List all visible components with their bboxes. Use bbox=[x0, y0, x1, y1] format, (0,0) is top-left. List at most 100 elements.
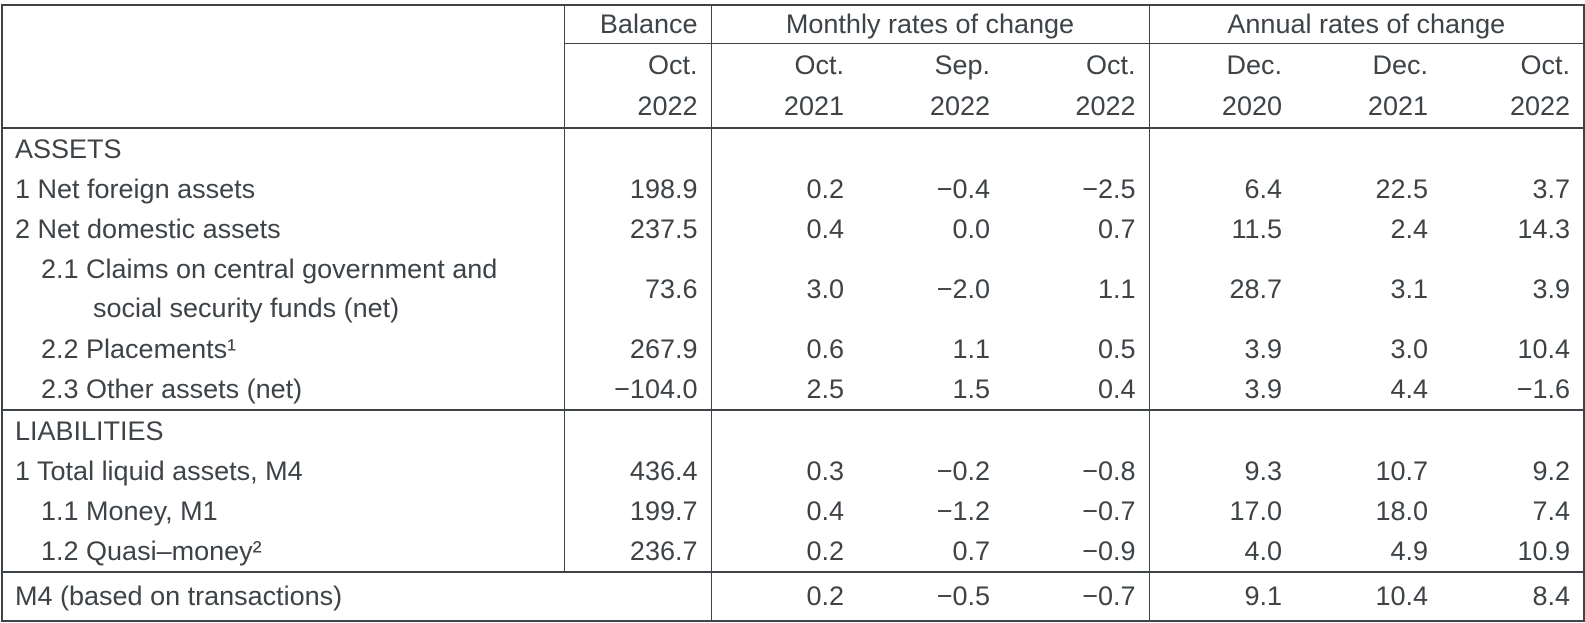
table-row-net-domestic-assets: 2 Net domestic assets 237.5 0.4 0.0 0.7 … bbox=[2, 209, 1584, 249]
row-label: 2.2 Placements¹ bbox=[2, 329, 565, 369]
row-label: 1.2 Quasi–money² bbox=[2, 531, 565, 572]
annual-value: 9.2 bbox=[1532, 455, 1571, 486]
annual-value: 9.1 bbox=[1244, 581, 1282, 611]
balance-value: 236.7 bbox=[564, 531, 712, 572]
annual-value: 28.7 bbox=[1229, 273, 1282, 304]
monthly-value: −0.2 bbox=[936, 455, 990, 486]
annual-value: 14.3 bbox=[1517, 213, 1571, 244]
empty-cell bbox=[711, 410, 857, 451]
annual-year-2: 2021 bbox=[1367, 90, 1428, 121]
monthly-value: 0.7 bbox=[952, 535, 990, 566]
monthly-value: 0.2 bbox=[806, 535, 844, 566]
annual-month-1: Dec. bbox=[1226, 49, 1282, 80]
empty-cell bbox=[564, 410, 712, 451]
liabilities-section: LIABILITIES 1 Total liquid assets, M4 43… bbox=[2, 410, 1585, 572]
table-row-claims-on-central-government: 2.1 Claims on central government and soc… bbox=[2, 249, 1584, 329]
monthly-value: −0.7 bbox=[1003, 572, 1150, 621]
annual-value: 10.9 bbox=[1517, 535, 1571, 566]
monthly-month-3: Oct. bbox=[1085, 49, 1136, 80]
balance-value: 198.9 bbox=[564, 169, 712, 209]
annual-date-header-2: Dec. 2021 bbox=[1295, 44, 1441, 129]
annual-value: 3.9 bbox=[1532, 273, 1571, 304]
monthly-date-header-3: Oct. 2022 bbox=[1003, 43, 1150, 128]
annual-value: 18.0 bbox=[1375, 495, 1428, 526]
header-group-row: Balance Monthly rates of change Annual r… bbox=[2, 5, 1585, 128]
monthly-value: 2.5 bbox=[806, 373, 844, 404]
annual-value: 3.0 bbox=[1390, 333, 1428, 364]
monthly-value: 1.1 bbox=[1003, 249, 1150, 329]
annual-value: 2.4 bbox=[1390, 213, 1428, 244]
annual-value: 6.4 bbox=[1244, 173, 1282, 204]
empty-cell bbox=[711, 128, 857, 169]
balance-date-header: Oct. 2022 bbox=[564, 43, 712, 128]
empty-cell bbox=[564, 128, 712, 169]
monthly-year-1: 2021 bbox=[783, 90, 844, 121]
row-label: M4 (based on transactions) bbox=[2, 572, 712, 621]
table-row-placements: 2.2 Placements¹ 267.9 0.6 1.1 0.5 3.9 3.… bbox=[2, 329, 1584, 369]
annual-value: 3.9 bbox=[1244, 333, 1282, 364]
annual-value: 4.9 bbox=[1390, 535, 1428, 566]
monthly-value: 3.0 bbox=[806, 273, 844, 304]
table-row-other-assets: 2.3 Other assets (net) −104.0 2.5 1.5 0.… bbox=[2, 369, 1584, 410]
balance-group-header: Balance bbox=[564, 5, 712, 44]
annual-value: 7.4 bbox=[1532, 495, 1571, 526]
monthly-rates-group-header: Monthly rates of change bbox=[711, 5, 1150, 44]
annual-month-2: Dec. bbox=[1372, 49, 1428, 80]
annual-date-header-3: Oct. 2022 bbox=[1441, 44, 1584, 129]
monthly-value: 0.2 bbox=[806, 581, 844, 611]
monthly-month-2: Sep. bbox=[934, 49, 990, 80]
assets-section: ASSETS 1 Net foreign assets 198.9 0.2 −0… bbox=[2, 128, 1585, 410]
monthly-value: 0.7 bbox=[1003, 209, 1150, 249]
monthly-value: 0.4 bbox=[1003, 369, 1150, 410]
balance-value: 73.6 bbox=[564, 249, 712, 329]
section-title-row-liabilities: LIABILITIES bbox=[2, 410, 1584, 451]
table-footer: M4 (based on transactions) 0.2 −0.5 −0.7… bbox=[2, 572, 1585, 621]
monthly-value: 0.4 bbox=[806, 495, 844, 526]
row-label: 2.1 Claims on central government and soc… bbox=[2, 249, 565, 329]
monthly-value: −2.0 bbox=[936, 273, 990, 304]
monthly-month-1: Oct. bbox=[794, 49, 844, 80]
balance-value: −104.0 bbox=[564, 369, 712, 410]
section-title: LIABILITIES bbox=[2, 410, 565, 451]
monetary-statistics-table-wrap: Balance Monthly rates of change Annual r… bbox=[1, 4, 1585, 622]
row-label: 2 Net domestic assets bbox=[2, 209, 565, 249]
monthly-value: 0.0 bbox=[952, 213, 990, 244]
table-header: Balance Monthly rates of change Annual r… bbox=[2, 5, 1585, 129]
monthly-value: −0.5 bbox=[936, 581, 990, 611]
annual-year-1: 2020 bbox=[1221, 90, 1282, 121]
balance-value: 237.5 bbox=[564, 209, 712, 249]
monthly-year-2: 2022 bbox=[929, 90, 990, 121]
table-row-m4-transactions: M4 (based on transactions) 0.2 −0.5 −0.7… bbox=[2, 572, 1584, 621]
annual-year-3: 2022 bbox=[1509, 90, 1571, 121]
annual-value: 3.1 bbox=[1390, 273, 1428, 304]
annual-value: 9.3 bbox=[1244, 455, 1282, 486]
annual-value: 10.4 bbox=[1375, 581, 1428, 611]
section-title-row-assets: ASSETS bbox=[2, 128, 1584, 169]
monthly-value: 1.5 bbox=[952, 373, 990, 404]
monthly-date-header-2: Sep. 2022 bbox=[857, 44, 1003, 129]
header-dates-row: Oct. 2022 Oct. 2021 Sep. 2022 Oct. 2022 … bbox=[2, 43, 1584, 129]
annual-value: 11.5 bbox=[1231, 213, 1282, 244]
empty-cell bbox=[1441, 410, 1584, 451]
row-label: 1 Total liquid assets, M4 bbox=[2, 451, 565, 491]
annual-value: 8.4 bbox=[1532, 581, 1571, 611]
annual-value: 22.5 bbox=[1375, 173, 1428, 204]
empty-cell bbox=[1003, 410, 1150, 451]
annual-value: 10.7 bbox=[1375, 455, 1428, 486]
monthly-value: −2.5 bbox=[1003, 169, 1150, 209]
section-title: ASSETS bbox=[2, 128, 565, 169]
empty-cell bbox=[1295, 128, 1441, 169]
monthly-value: 0.5 bbox=[1003, 329, 1150, 369]
monthly-value: −0.7 bbox=[1003, 491, 1150, 531]
empty-cell bbox=[1441, 128, 1584, 169]
annual-value: 3.7 bbox=[1532, 173, 1571, 204]
balance-value: 199.7 bbox=[564, 491, 712, 531]
monthly-year-3: 2022 bbox=[1075, 90, 1136, 121]
empty-cell bbox=[857, 410, 1003, 451]
monthly-value: −0.4 bbox=[936, 173, 990, 204]
monthly-value: 0.4 bbox=[806, 213, 844, 244]
empty-cell bbox=[1003, 128, 1150, 169]
row-label: 2.3 Other assets (net) bbox=[2, 369, 565, 410]
monetary-statistics-table: Balance Monthly rates of change Annual r… bbox=[1, 4, 1585, 622]
empty-cell bbox=[1149, 410, 1295, 451]
